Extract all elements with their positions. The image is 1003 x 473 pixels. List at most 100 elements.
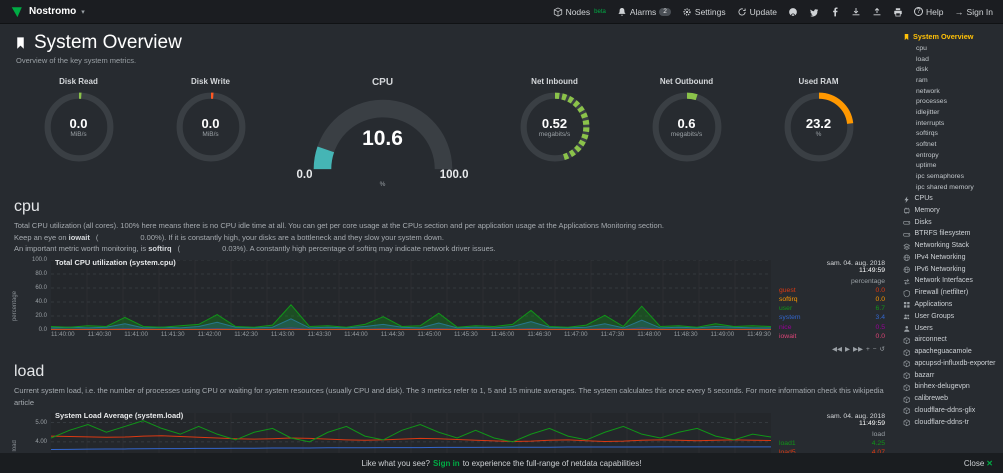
nodes-button[interactable]: Nodes beta	[553, 7, 606, 17]
sidebar-item-ipc-shared-memory[interactable]: ipc shared memory	[916, 183, 974, 191]
sidebar-item-ipv6-networking[interactable]: IPv6 Networking	[903, 264, 1000, 276]
section-heading-load: load	[14, 362, 45, 380]
exchange-icon	[903, 278, 911, 286]
sidebar-item-system-overview[interactable]: System Overview	[903, 32, 1000, 41]
sidebar-item-disks[interactable]: Disks	[903, 217, 1000, 229]
chart-title: Total CPU utilization (system.cpu)	[55, 257, 176, 267]
y-tick-label: 40.0	[35, 298, 47, 305]
sidebar-item-cloudflare-ddns-glix[interactable]: cloudflare-ddns-glix	[903, 405, 1000, 417]
sidebar-item-apcupsd-influxdb-exporter[interactable]: apcupsd-influxdb-exporter	[903, 358, 1000, 370]
sidebar-item-softirqs[interactable]: softirqs	[916, 130, 938, 138]
user-icon	[903, 325, 911, 333]
sidebar-item-idlejitter[interactable]: idlejitter	[916, 109, 940, 117]
gauge-title: Disk Read	[59, 77, 98, 86]
sidebar-item-user-groups[interactable]: User Groups	[903, 311, 1000, 323]
play-icon[interactable]: ▶	[844, 345, 850, 353]
host-menu[interactable]: Nostromo ▾	[10, 5, 85, 19]
btrfs-icon	[903, 231, 911, 239]
chart-date: sam. 04. aug. 2018	[826, 413, 885, 421]
nodes-icon	[553, 7, 563, 17]
zoom-out-icon[interactable]: −	[872, 345, 877, 353]
gauges-row: Disk Read 0.0 MiB/s Disk Write 0.0 MiB/s CPU 10…	[12, 77, 885, 188]
twitter-button[interactable]	[809, 7, 819, 17]
facebook-button[interactable]	[830, 7, 840, 17]
sidebar-item-load[interactable]: load	[916, 55, 929, 63]
sidebar-item-ram[interactable]: ram	[916, 77, 928, 85]
sidebar-item-airconnect[interactable]: airconnect	[903, 335, 1000, 347]
sidebar-item-binhex-delugevpn[interactable]: binhex-delugevpn	[903, 382, 1000, 394]
sidebar-item-interrupts[interactable]: interrupts	[916, 119, 945, 127]
y-tick-label: 4.00	[35, 439, 47, 445]
legend-iowait[interactable]: iowait 0.0	[779, 332, 885, 340]
gauge-ring	[652, 92, 721, 162]
sidebar-item-calibreweb[interactable]: calibreweb	[903, 393, 1000, 405]
sidebar-item-applications[interactable]: Applications	[903, 299, 1000, 311]
sidebar-item-cpus[interactable]: CPUs	[903, 193, 1000, 205]
bookmark-icon	[903, 33, 910, 41]
x-tick-label: 11:43:30	[307, 330, 332, 338]
sidebar-item-network-interfaces[interactable]: Network Interfaces	[903, 276, 1000, 288]
gauge-net-outbound[interactable]: Net Outbound 0.6 megabits/s	[639, 77, 735, 165]
cube-icon	[903, 396, 911, 404]
sidebar-item-entropy[interactable]: entropy	[916, 151, 939, 159]
export-button[interactable]	[872, 7, 882, 17]
sidebar-item-btrfs-filesystem[interactable]: BTRFS filesystem	[903, 229, 1000, 241]
gauge-cpu[interactable]: CPU 10.6 0.0 100.0%	[295, 77, 471, 188]
zoom-in-icon[interactable]: +	[865, 345, 870, 353]
sidebar-item-softnet[interactable]: softnet	[916, 141, 937, 149]
legend-unit-header: load	[872, 431, 885, 439]
sidebar-item-disk[interactable]: disk	[916, 66, 929, 74]
signin-link[interactable]: Sign in	[433, 458, 460, 468]
signin-button[interactable]: → Sign In	[955, 7, 993, 17]
legend-system[interactable]: system 3.4	[779, 314, 885, 322]
gauge-unit: MiB/s	[202, 131, 219, 138]
pan-right-icon[interactable]: ▶▶	[852, 345, 863, 353]
sidebar-item-network[interactable]: network	[916, 87, 940, 95]
help-button[interactable]: ? Help	[914, 7, 944, 17]
import-button[interactable]	[851, 7, 861, 17]
y-axis-label: percentage	[12, 291, 18, 322]
cpu-chart[interactable]: percentage Total CPU utilization (system.…	[12, 257, 885, 353]
sidebar-item-apacheguacamole[interactable]: apacheguacamole	[903, 346, 1000, 358]
sidebar-item-firewall-netfilter[interactable]: Firewall (netfilter)	[903, 288, 1000, 300]
reset-zoom-icon[interactable]: ↺	[879, 345, 885, 353]
plot-area[interactable]: 0.0 20.0 40.0 60.0 80.0 100.0	[32, 257, 771, 333]
legend-load1[interactable]: load1 4.25	[779, 440, 885, 448]
alarms-button[interactable]: Alarms 2	[617, 7, 671, 17]
sidebar-submenu: cpu load disk ram network processes idlejitter…	[903, 44, 1000, 193]
pan-left-icon[interactable]: ◀◀	[831, 345, 842, 353]
settings-button[interactable]: Settings	[682, 7, 726, 17]
sidebar-item-bazarr[interactable]: bazarr	[903, 370, 1000, 382]
sidebar-item-networking-stack[interactable]: Networking Stack	[903, 240, 1000, 252]
legend-softirq[interactable]: softirq 0.0	[779, 296, 885, 304]
legend-nice[interactable]: nice 0.5	[779, 323, 885, 331]
legend-user[interactable]: user 6.7	[779, 305, 885, 313]
banner-text-pre: Like what you see?	[361, 458, 431, 468]
github-button[interactable]	[788, 7, 798, 17]
sidebar-item-ipc-semaphores[interactable]: ipc semaphores	[916, 173, 964, 181]
gauge-used-ram[interactable]: Used RAM 23.2%	[771, 77, 867, 165]
legend-guest[interactable]: guest 0.0	[779, 286, 885, 294]
gauge-disk-read[interactable]: Disk Read 0.0 MiB/s	[31, 77, 127, 165]
print-button[interactable]	[893, 7, 903, 17]
sidebar-item-users[interactable]: Users	[903, 323, 1000, 335]
sidebar-item-cloudflare-ddns-tr[interactable]: cloudflare-ddns-tr	[903, 417, 1000, 429]
gauge-net-inbound[interactable]: Net Inbound 0.52 megabits/s	[507, 77, 603, 165]
help-icon: ?	[914, 7, 924, 16]
sidebar-item-memory[interactable]: Memory	[903, 205, 1000, 217]
gauge-ring	[44, 92, 113, 162]
sidebar-item-uptime[interactable]: uptime	[916, 162, 937, 170]
update-button[interactable]: Update	[737, 7, 777, 17]
sidebar-item-processes[interactable]: processes	[916, 98, 947, 106]
sidebar-item-cpu[interactable]: cpu	[916, 45, 927, 53]
load-description: Current system load, i.e. the number of …	[14, 385, 885, 408]
gauge-title: CPU	[371, 77, 394, 88]
chart-title: System Load Average (system.load)	[55, 411, 184, 421]
signin-icon: →	[954, 6, 964, 17]
sidebar: System Overview cpu load disk ram network pro…	[895, 24, 1003, 473]
sidebar-item-ipv4-networking[interactable]: IPv4 Networking	[903, 252, 1000, 264]
legend-load5[interactable]: load54.07	[779, 448, 885, 457]
gauge-disk-write[interactable]: Disk Write 0.0 MiB/s	[163, 77, 259, 165]
banner-text-post: to experience the full-range of netdata …	[462, 458, 642, 468]
close-banner-button[interactable]: Close ✕	[963, 458, 993, 468]
